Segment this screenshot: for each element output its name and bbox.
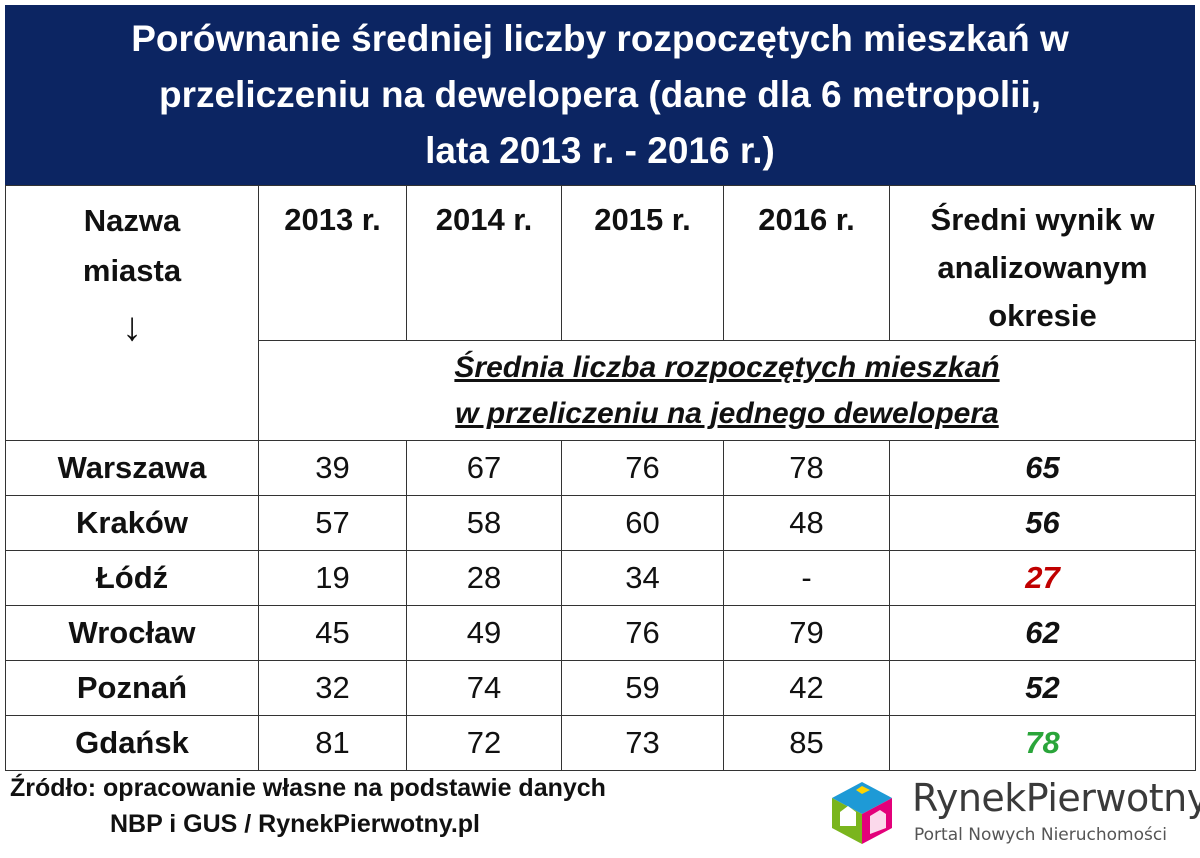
source-line-1: Źródło: opracowanie własne na podstawie … bbox=[10, 774, 606, 802]
table-body: Warszawa 39 67 76 78 65 Kraków 57 58 60 48 56 Łódź 19… bbox=[5, 440, 1196, 771]
value-cell: 74 bbox=[406, 660, 562, 716]
header-city: Nazwa miasta ↓ bbox=[5, 185, 259, 441]
value-cell: 28 bbox=[406, 550, 562, 606]
average-cell: 27 bbox=[889, 550, 1196, 606]
brand-logo: RynekPierwotny Portal Nowych Nieruchomoś… bbox=[820, 768, 1200, 852]
house-cube-logo-icon bbox=[832, 782, 892, 844]
value-cell: - bbox=[723, 550, 890, 606]
title-line-2: przeliczeniu na dewelopera (dane dla 6 m… bbox=[158, 74, 1042, 115]
source-note: Źródło: opracowanie własne na podstawie … bbox=[10, 770, 730, 842]
header-year-2016: 2016 r. bbox=[723, 185, 890, 341]
header-city-line-1: Nazwa bbox=[83, 203, 181, 238]
source-line-2: NBP i GUS / RynekPierwotny.pl bbox=[110, 810, 480, 838]
city-cell: Łódź bbox=[5, 550, 259, 606]
city-cell: Warszawa bbox=[5, 440, 259, 496]
chart-title: Porównanie średniej liczby rozpoczętych … bbox=[5, 5, 1195, 185]
subheader-line-1: Średnia liczba rozpoczętych mieszkań bbox=[454, 350, 1000, 384]
value-cell: 79 bbox=[723, 605, 890, 661]
table-row: Kraków 57 58 60 48 56 bbox=[5, 495, 1196, 551]
header-average-line-3: okresie bbox=[988, 298, 1097, 333]
value-cell: 59 bbox=[561, 660, 724, 716]
subheader-line-2: w przeliczeniu na jednego dewelopera bbox=[455, 396, 999, 430]
subheader: Średnia liczba rozpoczętych mieszkań w p… bbox=[258, 340, 1196, 441]
arrow-down-icon: ↓ bbox=[122, 305, 142, 349]
city-cell: Wrocław bbox=[5, 605, 259, 661]
value-cell: 42 bbox=[723, 660, 890, 716]
value-cell: 34 bbox=[561, 550, 724, 606]
header-year-2014: 2014 r. bbox=[406, 185, 562, 341]
brand-tagline: Portal Nowych Nieruchomości bbox=[914, 825, 1167, 845]
city-cell: Gdańsk bbox=[5, 715, 259, 771]
value-cell: 60 bbox=[561, 495, 724, 551]
header-average: Średni wynik w analizowanym okresie bbox=[889, 185, 1196, 341]
value-cell: 81 bbox=[258, 715, 407, 771]
value-cell: 67 bbox=[406, 440, 562, 496]
table-row: Poznań 32 74 59 42 52 bbox=[5, 660, 1196, 716]
value-cell: 72 bbox=[406, 715, 562, 771]
value-cell: 76 bbox=[561, 605, 724, 661]
value-cell: 32 bbox=[258, 660, 407, 716]
average-cell: 52 bbox=[889, 660, 1196, 716]
value-cell: 19 bbox=[258, 550, 407, 606]
table-row: Gdańsk 81 72 73 85 78 bbox=[5, 715, 1196, 771]
city-cell: Kraków bbox=[5, 495, 259, 551]
table-row: Łódź 19 28 34-27 bbox=[5, 550, 1196, 606]
average-cell: 62 bbox=[889, 605, 1196, 661]
value-cell: 48 bbox=[723, 495, 890, 551]
value-cell: 39 bbox=[258, 440, 407, 496]
value-cell: 58 bbox=[406, 495, 562, 551]
header-city-line-2: miasta bbox=[82, 253, 182, 288]
value-cell: 45 bbox=[258, 605, 407, 661]
table-row: Wrocław 45 49 76 79 62 bbox=[5, 605, 1196, 661]
average-cell: 78 bbox=[889, 715, 1196, 771]
data-table: Nazwa miasta ↓ 2013 r. 2014 r. 2015 r. 2… bbox=[5, 185, 1196, 771]
header-year-2013: 2013 r. bbox=[258, 185, 407, 341]
table-row: Warszawa 39 67 76 78 65 bbox=[5, 440, 1196, 496]
city-cell: Poznań bbox=[5, 660, 259, 716]
value-cell: 73 bbox=[561, 715, 724, 771]
title-line-1: Porównanie średniej liczby rozpoczętych … bbox=[131, 18, 1069, 59]
title-line-3: lata 2013 r. - 2016 r.) bbox=[425, 130, 775, 171]
value-cell: 85 bbox=[723, 715, 890, 771]
header-average-line-2: analizowanym bbox=[937, 250, 1148, 285]
header-year-2015: 2015 r. bbox=[561, 185, 724, 341]
brand-name: RynekPierwotny bbox=[912, 776, 1200, 820]
value-cell: 78 bbox=[723, 440, 890, 496]
value-cell: 76 bbox=[561, 440, 724, 496]
value-cell: 49 bbox=[406, 605, 562, 661]
header-average-line-1: Średni wynik w bbox=[930, 202, 1155, 237]
average-cell: 56 bbox=[889, 495, 1196, 551]
average-cell: 65 bbox=[889, 440, 1196, 496]
value-cell: 57 bbox=[258, 495, 407, 551]
